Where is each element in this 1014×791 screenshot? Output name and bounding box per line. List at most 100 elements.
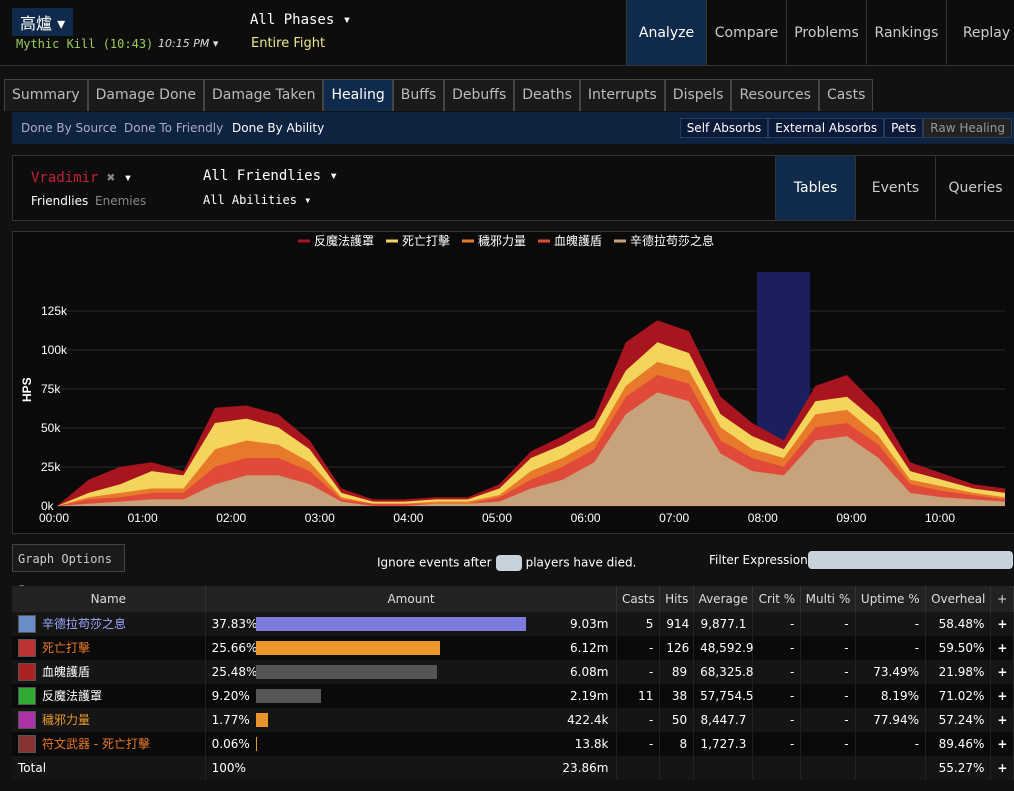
ignore-deaths-input[interactable] <box>495 555 522 571</box>
empty-cell <box>752 756 802 780</box>
column-header-amount[interactable]: Amount <box>205 586 618 612</box>
ability-name[interactable]: 穢邪力量 <box>42 712 91 727</box>
ability-name-cell[interactable]: 符文武器 - 死亡打擊 <box>12 732 206 756</box>
tab-debuffs[interactable]: Debuffs <box>444 79 515 111</box>
column-header-overheal[interactable]: Overheal <box>925 586 992 612</box>
nav-rankings[interactable]: Rankings <box>866 0 946 65</box>
casts-cell: - <box>616 732 661 756</box>
column-header-hits[interactable]: Hits <box>659 586 695 612</box>
tab-summary[interactable]: Summary <box>4 79 88 111</box>
expand-plus-icon[interactable]: + <box>990 684 1014 708</box>
pets-toggle[interactable]: Pets <box>884 118 924 138</box>
friendlies-toggle[interactable]: Friendlies <box>31 194 89 208</box>
graph-options-button[interactable]: Graph Options ▾ <box>12 544 125 594</box>
view-events[interactable]: Events <box>855 156 935 220</box>
rune-weapon-icon <box>18 735 36 754</box>
table-row[interactable]: 血魄護盾 25.48% 6.08m -89 68,325.8- -73.49% 21.98%… <box>12 660 1014 684</box>
table-row[interactable]: 辛德拉苟莎之息 37.83% 9.03m 5 914 9,877.1- - -58.48% + <box>12 612 1014 636</box>
total-amount: 23.86m <box>562 761 609 775</box>
hits-cell: 50 <box>659 708 695 732</box>
hits-cell: 89 <box>659 660 695 684</box>
uptime-cell: 73.49% <box>855 660 927 684</box>
player-select[interactable]: Vradimir ✖ ▾ <box>31 170 132 186</box>
ability-name[interactable]: 血魄護盾 <box>42 664 91 679</box>
amount-value: 6.12m <box>570 641 609 655</box>
amount-cell: 0.06% 13.8k <box>205 732 618 756</box>
y-tick-label: 75k <box>41 382 61 396</box>
close-icon[interactable]: ✖ <box>106 170 116 186</box>
self-absorbs-toggle[interactable]: Self Absorbs <box>679 118 769 138</box>
view-queries[interactable]: Queries <box>935 156 1014 220</box>
tab-damage-taken[interactable]: Damage Taken <box>204 79 324 111</box>
tab-healing[interactable]: Healing <box>323 79 393 111</box>
ability-name[interactable]: 反魔法護罩 <box>42 688 103 703</box>
nav-analyze[interactable]: Analyze <box>626 0 706 65</box>
table-row[interactable]: 反魔法護罩 9.20% 2.19m 11 38 57,754.5- -8.19% 71.02%… <box>12 684 1014 708</box>
hps-graph[interactable]: 0k 25k 50k 75k 100k 125k 00:00 01:00 02:00 03:00 0… <box>13 232 1014 533</box>
subtab-done-to-friendly[interactable]: Done To Friendly <box>124 121 224 135</box>
expand-plus-icon[interactable]: + <box>990 660 1014 684</box>
phases-select[interactable]: All Phases ▾ <box>250 12 351 28</box>
column-header-name[interactable]: Name <box>12 586 206 612</box>
column-header-crit-[interactable]: Crit % <box>752 586 802 612</box>
fight-select[interactable]: Mythic Kill (10:43) <box>16 37 153 51</box>
expand-plus-icon[interactable]: + <box>990 612 1014 636</box>
expand-plus-icon[interactable]: + <box>990 636 1014 660</box>
expand-plus-icon[interactable]: + <box>990 732 1014 756</box>
uptime-cell: 8.19% <box>855 684 927 708</box>
amount-value: 9.03m <box>570 617 609 631</box>
filter-expression-input[interactable] <box>808 551 1013 569</box>
ability-name-cell[interactable]: 血魄護盾 <box>12 660 206 684</box>
column-header-average[interactable]: Average <box>693 586 754 612</box>
ability-name-cell[interactable]: 反魔法護罩 <box>12 684 206 708</box>
table-row[interactable]: 穢邪力量 1.77% 422.4k -50 8,447.7- -77.94% 57.24% + <box>12 708 1014 732</box>
tab-casts[interactable]: Casts <box>818 79 874 111</box>
ability-name-cell[interactable]: 死亡打擊 <box>12 636 206 660</box>
raw-healing-toggle[interactable]: Raw Healing <box>923 118 1012 138</box>
ability-select[interactable]: All Abilities ▾ <box>203 193 311 207</box>
tab-resources[interactable]: Resources <box>731 79 819 111</box>
chevron-down-icon: ▾ <box>329 168 338 184</box>
column-header-uptime-[interactable]: Uptime % <box>855 586 927 612</box>
ability-name-cell[interactable]: 穢邪力量 <box>12 708 206 732</box>
amount-bar <box>255 641 440 656</box>
top-header: 高爐 ▾ Mythic Kill (10:43) 10:15 PM ▾ All … <box>0 0 1014 66</box>
tab-buffs[interactable]: Buffs <box>392 79 445 111</box>
ability-name[interactable]: 符文武器 - 死亡打擊 <box>42 736 150 751</box>
target-select[interactable]: All Friendlies ▾ <box>203 168 338 184</box>
nav-compare[interactable]: Compare <box>706 0 786 65</box>
amount-cell: 25.48% 6.08m <box>205 660 618 684</box>
multi-cell: - <box>800 684 856 708</box>
boss-select[interactable]: 高爐 ▾ <box>12 8 74 36</box>
tab-interrupts[interactable]: Interrupts <box>579 79 665 111</box>
expand-plus-icon[interactable]: + <box>990 708 1014 732</box>
column-header-multi-[interactable]: Multi % <box>800 586 856 612</box>
time-select[interactable]: 10:15 PM ▾ <box>158 37 218 50</box>
ability-name[interactable]: 辛德拉苟莎之息 <box>42 616 127 631</box>
x-tick-label: 01:00 <box>128 511 158 525</box>
subtab-done-by-source[interactable]: Done By Source <box>21 121 117 135</box>
table-row[interactable]: 符文武器 - 死亡打擊 0.06% 13.8k -8 1,727.3- - -89.46% + <box>12 732 1014 756</box>
nav-problems[interactable]: Problems <box>786 0 866 65</box>
tab-dispels[interactable]: Dispels <box>664 79 732 111</box>
expand-plus-icon[interactable]: + <box>990 756 1014 780</box>
view-tables[interactable]: Tables <box>775 156 855 220</box>
column-header-casts[interactable]: Casts <box>616 586 661 612</box>
tab-damage-done[interactable]: Damage Done <box>87 79 205 111</box>
average-cell: 68,325.8 <box>693 660 754 684</box>
legend-label: 反魔法護罩 <box>314 233 374 248</box>
fight-range[interactable]: Entire Fight <box>251 36 326 51</box>
subtab-done-by-ability[interactable]: Done By Ability <box>232 121 325 135</box>
boss-name: 高爐 <box>20 14 53 33</box>
column-header-add[interactable]: + <box>990 586 1014 612</box>
external-absorbs-toggle[interactable]: External Absorbs <box>768 118 885 138</box>
table-row[interactable]: 死亡打擊 25.66% 6.12m -126 48,592.9- - -59.50% + <box>12 636 1014 660</box>
amount-bar <box>255 689 321 704</box>
tab-deaths[interactable]: Deaths <box>514 79 580 111</box>
enemies-toggle[interactable]: Enemies <box>95 194 147 208</box>
ability-name[interactable]: 死亡打擊 <box>42 640 91 655</box>
overheal-cell: 57.24% <box>925 708 992 732</box>
y-tick-label: 0k <box>41 499 55 513</box>
ability-name-cell[interactable]: 辛德拉苟莎之息 <box>12 612 206 636</box>
nav-replay[interactable]: Replay <box>946 0 1014 65</box>
